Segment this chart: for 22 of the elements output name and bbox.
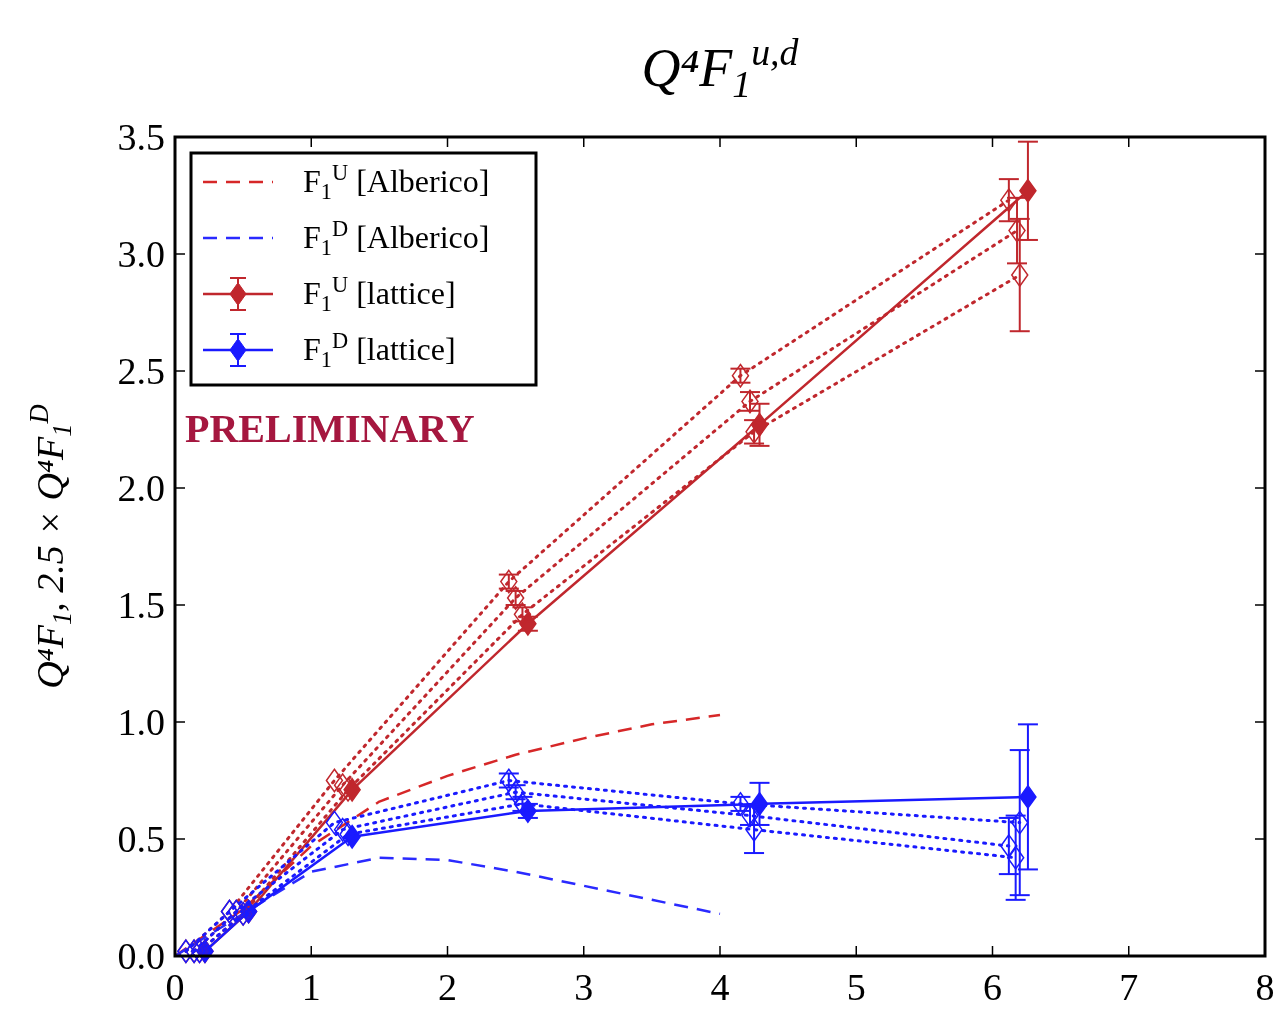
x-tick-label: 1 (301, 966, 321, 1008)
legend-label: F$_{1}$$^{D}$ [Alberico] (303, 215, 490, 260)
legend-label: F$_{1}$$^{U}$ [lattice] (303, 271, 456, 316)
legend-label: F$_{1}$$^{D}$ [lattice] (303, 327, 456, 372)
y-tick-label: 0.5 (117, 818, 165, 860)
x-tick-label: 8 (1255, 966, 1275, 1008)
y-tick-label: 2.5 (117, 350, 165, 392)
x-tick-label: 2 (438, 966, 457, 1008)
x-tick-label: 5 (846, 966, 866, 1008)
annotation: PRELIMINARY (185, 406, 475, 451)
x-tick-label: 0 (165, 966, 185, 1008)
y-tick-label: 3.5 (117, 116, 165, 158)
y-tick-label: 2.0 (117, 467, 165, 509)
x-tick-label: 4 (710, 966, 730, 1008)
y-tick-label: 3.0 (117, 233, 165, 275)
legend-label: F$_{1}$$^{U}$ [Alberico] (303, 159, 490, 204)
y-tick-label: 0.0 (117, 935, 165, 977)
x-tick-label: 7 (1119, 966, 1139, 1008)
x-tick-label: 6 (983, 966, 1002, 1008)
x-tick-label: 3 (574, 966, 594, 1008)
y-tick-label: 1.5 (117, 584, 165, 626)
y-tick-label: 1.0 (117, 701, 165, 743)
